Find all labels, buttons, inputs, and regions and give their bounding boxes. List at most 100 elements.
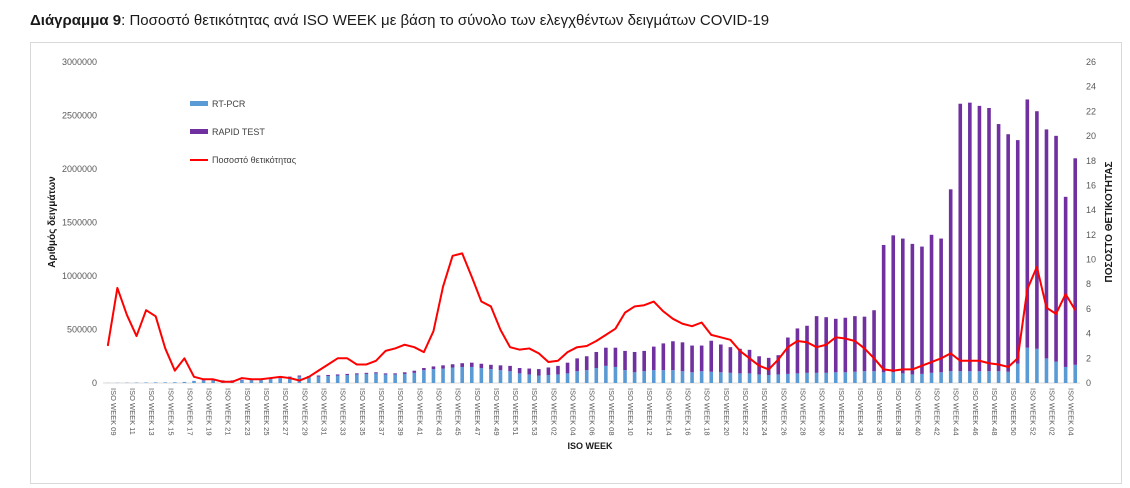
bar-rapid-test [948, 189, 953, 372]
bar-rt-pcr [450, 367, 455, 383]
x-tick-label: ISO WEEK 14 [664, 388, 673, 436]
bar-rapid-test [565, 362, 570, 374]
x-tick-label: ISO WEEK 18 [703, 388, 712, 436]
x-tick-label: ISO WEEK 36 [875, 388, 884, 436]
bar-rapid-test [929, 234, 934, 373]
y-tick-label: 1000000 [62, 271, 97, 281]
bar-rapid-test [383, 373, 388, 375]
bar-rapid-test [594, 351, 599, 369]
y2-tick-label: 0 [1086, 378, 1091, 388]
bar-rt-pcr [584, 370, 589, 383]
x-tick-label: ISO WEEK 34 [856, 388, 865, 436]
bar-rt-pcr [680, 371, 685, 383]
bar-rapid-test [527, 368, 532, 375]
line-series [106, 252, 1077, 383]
x-tick-label: ISO WEEK 42 [933, 388, 942, 436]
y2-tick-label: 12 [1086, 230, 1096, 240]
bar-series [105, 99, 1078, 383]
bar-rt-pcr [661, 370, 666, 383]
bar-rt-pcr [651, 370, 656, 383]
bar-rt-pcr [699, 371, 704, 383]
bar-rapid-test [958, 103, 963, 372]
x-tick-label: ISO WEEK 15 [166, 388, 175, 436]
bar-rt-pcr [862, 371, 867, 383]
x-tick-label: ISO WEEK 44 [952, 388, 961, 436]
bar-rt-pcr [805, 372, 809, 383]
bar-rt-pcr [556, 374, 560, 383]
bar-rapid-test [604, 347, 608, 366]
bar-rt-pcr [747, 373, 752, 383]
bar-rt-pcr [422, 370, 426, 383]
x-tick-label: ISO WEEK 49 [492, 388, 501, 436]
bar-rapid-test [623, 350, 627, 371]
bar-rapid-test [862, 316, 867, 372]
bar-rapid-test [881, 244, 886, 373]
x-tick-label: ISO WEEK 17 [185, 388, 194, 436]
bar-rapid-test [364, 372, 369, 374]
x-tick-label: ISO WEEK 30 [818, 388, 827, 436]
y2-tick-label: 22 [1086, 106, 1096, 116]
bar-rapid-test [671, 341, 675, 371]
bar-rt-pcr [939, 372, 943, 383]
bar-rt-pcr [968, 371, 972, 383]
bar-rapid-test [738, 348, 742, 374]
bar-rt-pcr [623, 370, 627, 383]
bar-rt-pcr [460, 366, 464, 383]
x-tick-label: ISO WEEK 37 [377, 388, 386, 436]
bar-rt-pcr [987, 371, 991, 383]
bar-rt-pcr [929, 372, 934, 383]
bar-rapid-test [699, 345, 704, 372]
bar-rapid-test [680, 342, 685, 372]
bar-rt-pcr [173, 382, 177, 383]
legend-swatch-rt-pcr [190, 101, 208, 106]
bar-rt-pcr [287, 377, 292, 383]
bar-rapid-test [355, 373, 359, 375]
x-tick-label: ISO WEEK 09 [109, 388, 118, 436]
x-tick-label: ISO WEEK 04 [569, 388, 578, 436]
bar-rt-pcr [872, 371, 876, 383]
y2-tick-label: 4 [1086, 329, 1091, 339]
bar-rt-pcr [766, 374, 771, 383]
x-axis-title: ISO WEEK [567, 441, 613, 451]
bar-rt-pcr [527, 374, 532, 383]
bar-rapid-test [537, 369, 541, 376]
x-tick-label: ISO WEEK 02 [1047, 388, 1056, 436]
bar-rt-pcr [891, 372, 896, 383]
y2-tick-label: 2 [1086, 353, 1091, 363]
x-tick-label: ISO WEEK 39 [396, 388, 405, 436]
bar-rapid-test [728, 347, 733, 373]
bar-rt-pcr [163, 382, 168, 383]
bar-rt-pcr [786, 373, 790, 383]
y-axis-title: Αριθμός δειγμάτων [47, 176, 58, 268]
bar-rt-pcr [671, 370, 675, 383]
x-tick-label: ISO WEEK 52 [1028, 388, 1037, 436]
x-tick-label: ISO WEEK 33 [339, 388, 348, 436]
bar-rt-pcr [843, 372, 848, 383]
bar-rapid-test [910, 243, 915, 375]
x-tick-label: ISO WEEK 46 [971, 388, 980, 436]
x-tick-label: ISO WEEK 29 [300, 388, 309, 436]
bar-rt-pcr [1035, 348, 1039, 383]
bar-rapid-test [814, 316, 819, 373]
x-tick-label: ISO WEEK 25 [262, 388, 271, 436]
bar-rt-pcr [393, 374, 397, 383]
bar-rapid-test [297, 375, 302, 377]
positivity-line [106, 252, 1077, 383]
bar-rt-pcr [345, 374, 350, 383]
x-tick-label: ISO WEEK 04 [1067, 388, 1076, 436]
legend-swatch-rapid [190, 129, 208, 134]
x-tick-label: ISO WEEK 53 [530, 388, 539, 436]
bar-rapid-test [891, 235, 896, 373]
legend: RT-PCR RAPID TEST Ποσοστό θετικότητας [190, 99, 297, 165]
bar-rapid-test [230, 380, 235, 381]
bar-rt-pcr [153, 382, 158, 383]
x-tick-label: ISO WEEK 02 [549, 388, 558, 436]
bar-rt-pcr [719, 372, 723, 383]
bar-rt-pcr [613, 366, 618, 383]
bar-rapid-test [642, 350, 646, 372]
bar-rt-pcr [604, 365, 608, 383]
bar-rt-pcr [508, 371, 512, 383]
bar-rapid-test [632, 351, 637, 373]
